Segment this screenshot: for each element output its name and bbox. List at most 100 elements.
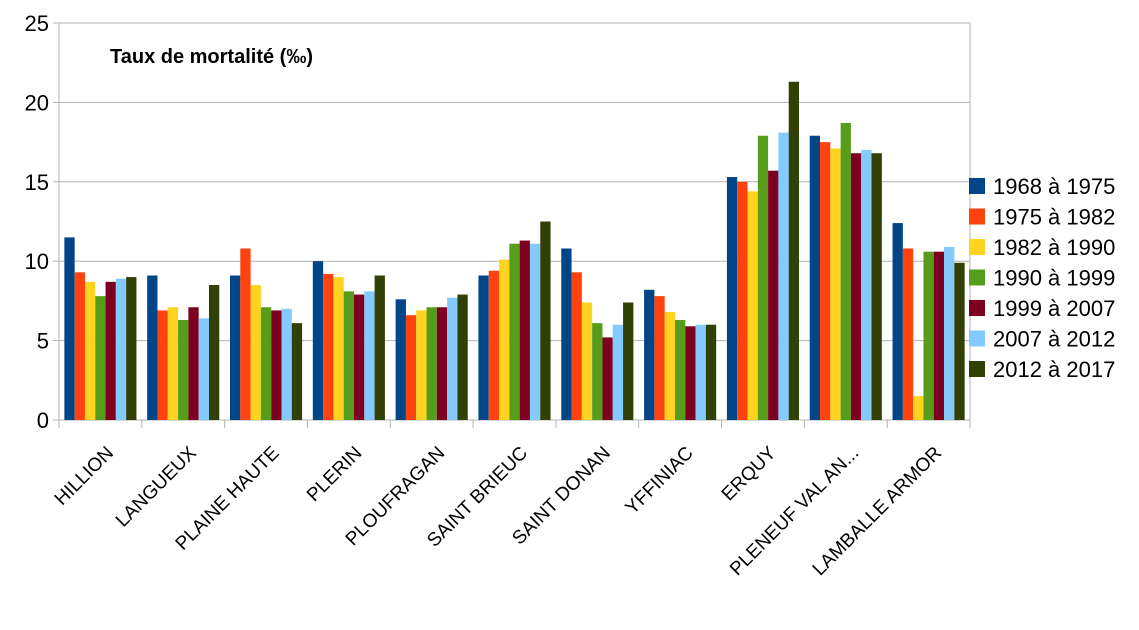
bar	[374, 275, 385, 420]
bar	[561, 248, 572, 420]
bar	[726, 177, 738, 420]
bar	[64, 237, 75, 420]
bar	[612, 324, 624, 420]
legend: 1968 à 1975 1975 à 1982 1982 à 1990 1990 à …	[969, 174, 1115, 382]
bar	[840, 123, 851, 420]
x-tick-label: ERQUY	[718, 442, 781, 505]
bar	[664, 312, 675, 420]
bar	[602, 337, 613, 420]
bar	[757, 135, 769, 421]
chart-title: Taux de mortalité (‰)	[110, 46, 313, 68]
bar	[871, 153, 882, 420]
bar	[115, 278, 127, 420]
legend-swatch	[969, 269, 985, 286]
legend-swatch	[969, 208, 985, 225]
legend-swatch	[969, 330, 985, 347]
bar	[509, 243, 520, 420]
bar	[416, 310, 427, 420]
x-tick-label: YFFINIAC	[622, 443, 698, 519]
bar	[271, 310, 282, 420]
bar	[281, 308, 292, 420]
legend-label: 1999 à 2007	[993, 296, 1115, 321]
bar	[830, 148, 841, 420]
y-tick-label: 5	[37, 329, 49, 354]
legend-label: 1982 à 1990	[993, 235, 1115, 260]
bar	[95, 296, 106, 420]
bar	[902, 248, 914, 420]
bar	[364, 291, 375, 420]
bar	[312, 261, 324, 420]
bar	[685, 326, 696, 420]
bar	[623, 302, 634, 420]
bar	[208, 285, 220, 420]
axes: 0 5 10 15 20 25	[25, 11, 971, 433]
y-tick-label: 0	[37, 408, 49, 433]
bar	[178, 319, 189, 420]
legend-swatch	[969, 300, 985, 316]
bar	[768, 170, 779, 420]
bar	[913, 396, 924, 420]
bar	[778, 132, 789, 420]
bar	[488, 270, 500, 420]
bar	[519, 240, 530, 420]
bar	[933, 251, 945, 420]
legend-label: 1968 à 1975	[993, 174, 1115, 199]
bar	[540, 221, 551, 420]
bar	[147, 275, 158, 420]
legend-swatch	[969, 239, 985, 255]
bar	[395, 299, 406, 420]
bar	[499, 259, 510, 420]
bar	[436, 307, 448, 420]
bar	[737, 181, 748, 420]
bar	[250, 285, 261, 420]
bar	[861, 150, 872, 421]
legend-label: 1990 à 1999	[993, 266, 1115, 291]
bar	[571, 272, 582, 420]
x-tick-label: LANGUEUX	[112, 442, 201, 531]
bar	[354, 294, 365, 420]
bars	[64, 81, 965, 421]
bar	[167, 307, 179, 420]
bar	[820, 142, 831, 420]
bar	[260, 307, 272, 420]
legend-swatch	[969, 178, 985, 194]
bar	[892, 223, 903, 420]
bar	[198, 318, 209, 420]
bar	[788, 81, 800, 421]
bar	[105, 281, 116, 420]
legend-label: 2007 à 2012	[993, 327, 1115, 352]
bar	[954, 262, 965, 420]
bar	[705, 324, 717, 420]
bar	[654, 296, 665, 420]
y-tick-label: 15	[25, 170, 49, 195]
bar	[229, 275, 241, 420]
bar	[695, 324, 706, 420]
bar	[581, 302, 593, 420]
bar	[850, 153, 862, 420]
x-tick-label: HILLION	[51, 443, 118, 510]
y-tick-label: 10	[25, 249, 49, 274]
bar	[333, 277, 344, 420]
legend-label: 1975 à 1982	[993, 205, 1115, 230]
bar	[447, 297, 458, 420]
legend-swatch	[969, 361, 985, 377]
bar	[809, 135, 821, 421]
bar	[674, 319, 686, 420]
bar	[323, 273, 334, 420]
bar	[84, 281, 96, 420]
bar	[747, 191, 758, 420]
bar	[240, 248, 251, 420]
bar	[478, 275, 489, 420]
bar	[405, 315, 417, 420]
bar	[157, 310, 168, 420]
legend-label: 2012 à 2017	[993, 357, 1115, 382]
bar	[291, 323, 303, 420]
y-tick-label: 20	[25, 90, 49, 115]
bar	[74, 272, 85, 420]
bar	[126, 277, 137, 420]
bar	[644, 289, 655, 420]
bar	[343, 291, 355, 420]
